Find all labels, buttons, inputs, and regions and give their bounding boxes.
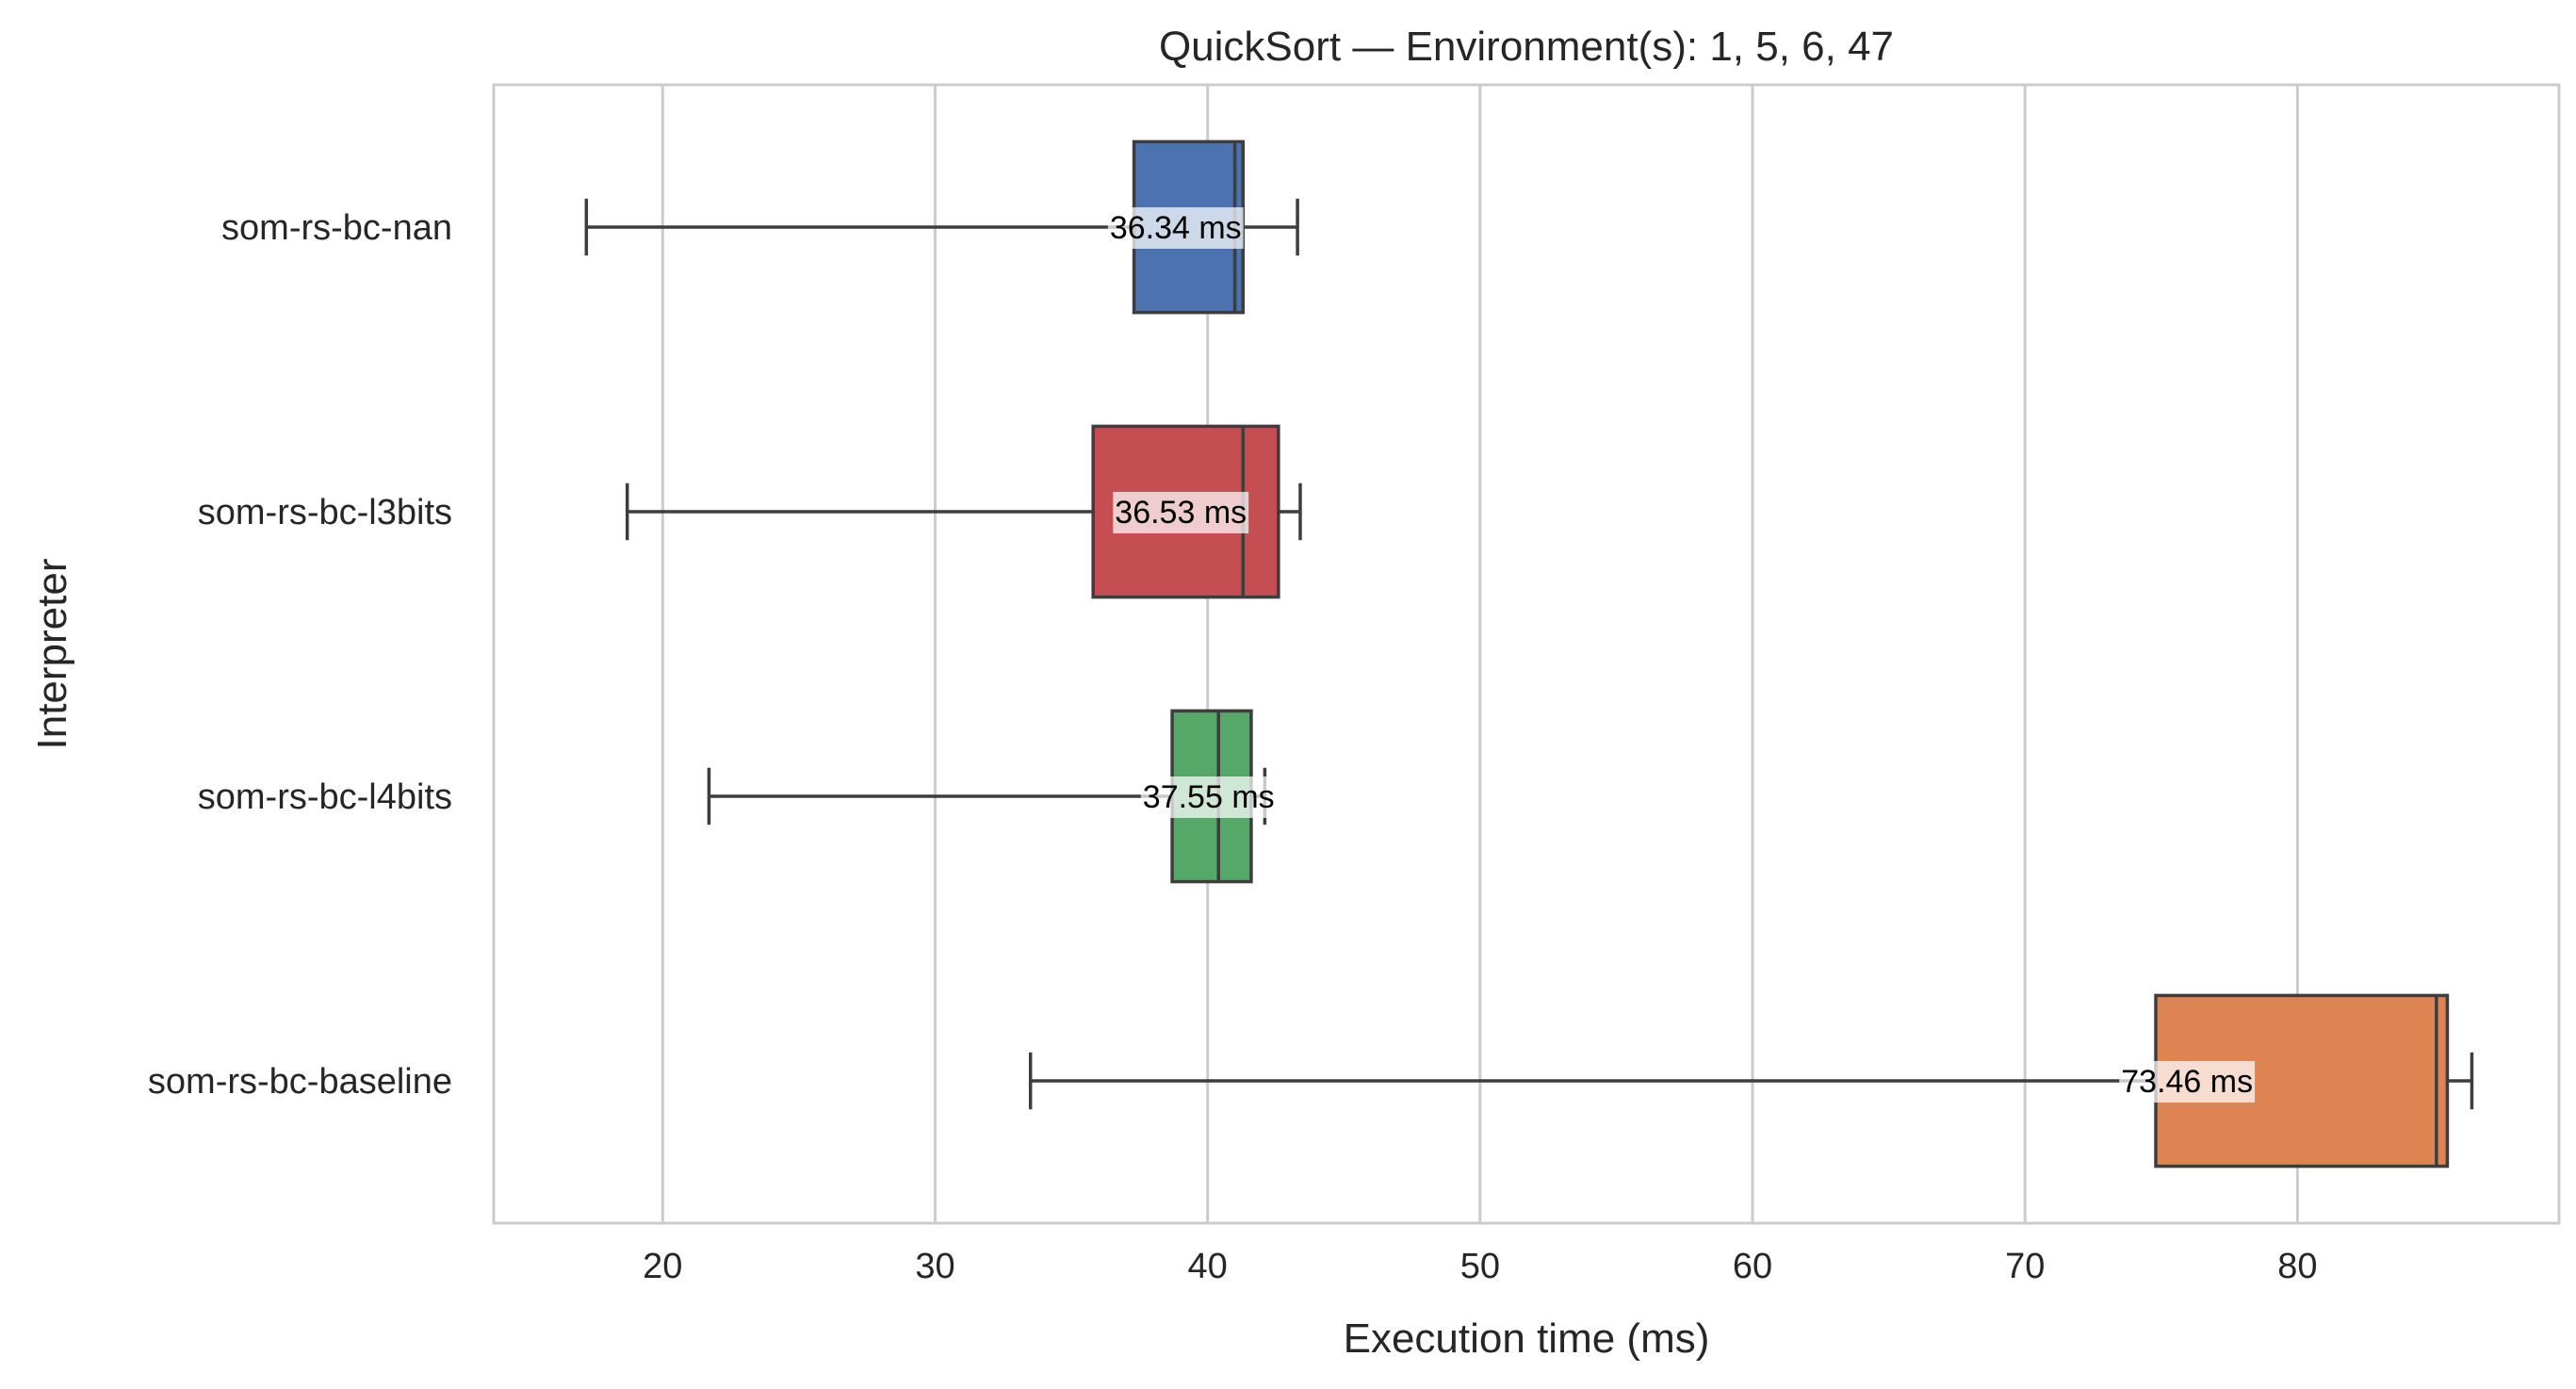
y-tick-label: som-rs-bc-l4bits: [198, 777, 452, 817]
y-tick-label: som-rs-bc-nan: [221, 208, 452, 248]
y-tick-label: som-rs-bc-baseline: [148, 1062, 452, 1102]
annotation-background: [1140, 776, 1277, 818]
annotation-background: [1107, 207, 1244, 249]
x-tick-label: 70: [2005, 1247, 2045, 1286]
box-som-rs-bc-l3bits: 36.53 ms: [625, 424, 1302, 599]
x-tick-label: 80: [2277, 1247, 2317, 1286]
y-tick-label: som-rs-bc-l3bits: [198, 493, 452, 532]
x-tick-label: 20: [643, 1247, 682, 1286]
box-series: 36.34 ms 36.53 ms 37.55 ms 73.46 ms: [584, 139, 2474, 1168]
box-som-rs-bc-l4bits: 37.55 ms: [707, 709, 1277, 884]
median-annotation: 36.34 ms: [1110, 210, 1242, 246]
x-tick-label: 60: [1733, 1247, 1772, 1286]
x-tick-label: 30: [915, 1247, 954, 1286]
chart-title: QuickSort — Environment(s): 1, 5, 6, 47: [1159, 24, 1894, 70]
box-som-rs-bc-nan: 36.34 ms: [584, 139, 1299, 315]
x-tick-label: 50: [1460, 1247, 1500, 1286]
x-tick-labels: 20 30 40 50 60 70 80: [643, 1247, 2317, 1286]
median-annotation: 36.53 ms: [1115, 495, 1247, 531]
median-annotation: 37.55 ms: [1143, 779, 1275, 815]
x-tick-label: 40: [1188, 1247, 1228, 1286]
annotation-background: [1113, 492, 1249, 533]
box-som-rs-bc-baseline: 73.46 ms: [1028, 993, 2474, 1168]
y-tick-labels: som-rs-bc-nan som-rs-bc-l3bits som-rs-bc-l…: [148, 208, 452, 1102]
median-annotation: 73.46 ms: [2121, 1064, 2253, 1100]
y-axis-label: Interpreter: [29, 559, 75, 750]
x-axis-label: Execution time (ms): [1344, 1315, 1710, 1362]
plot-frame: [492, 83, 2561, 1225]
annotation-background: [2119, 1061, 2256, 1103]
